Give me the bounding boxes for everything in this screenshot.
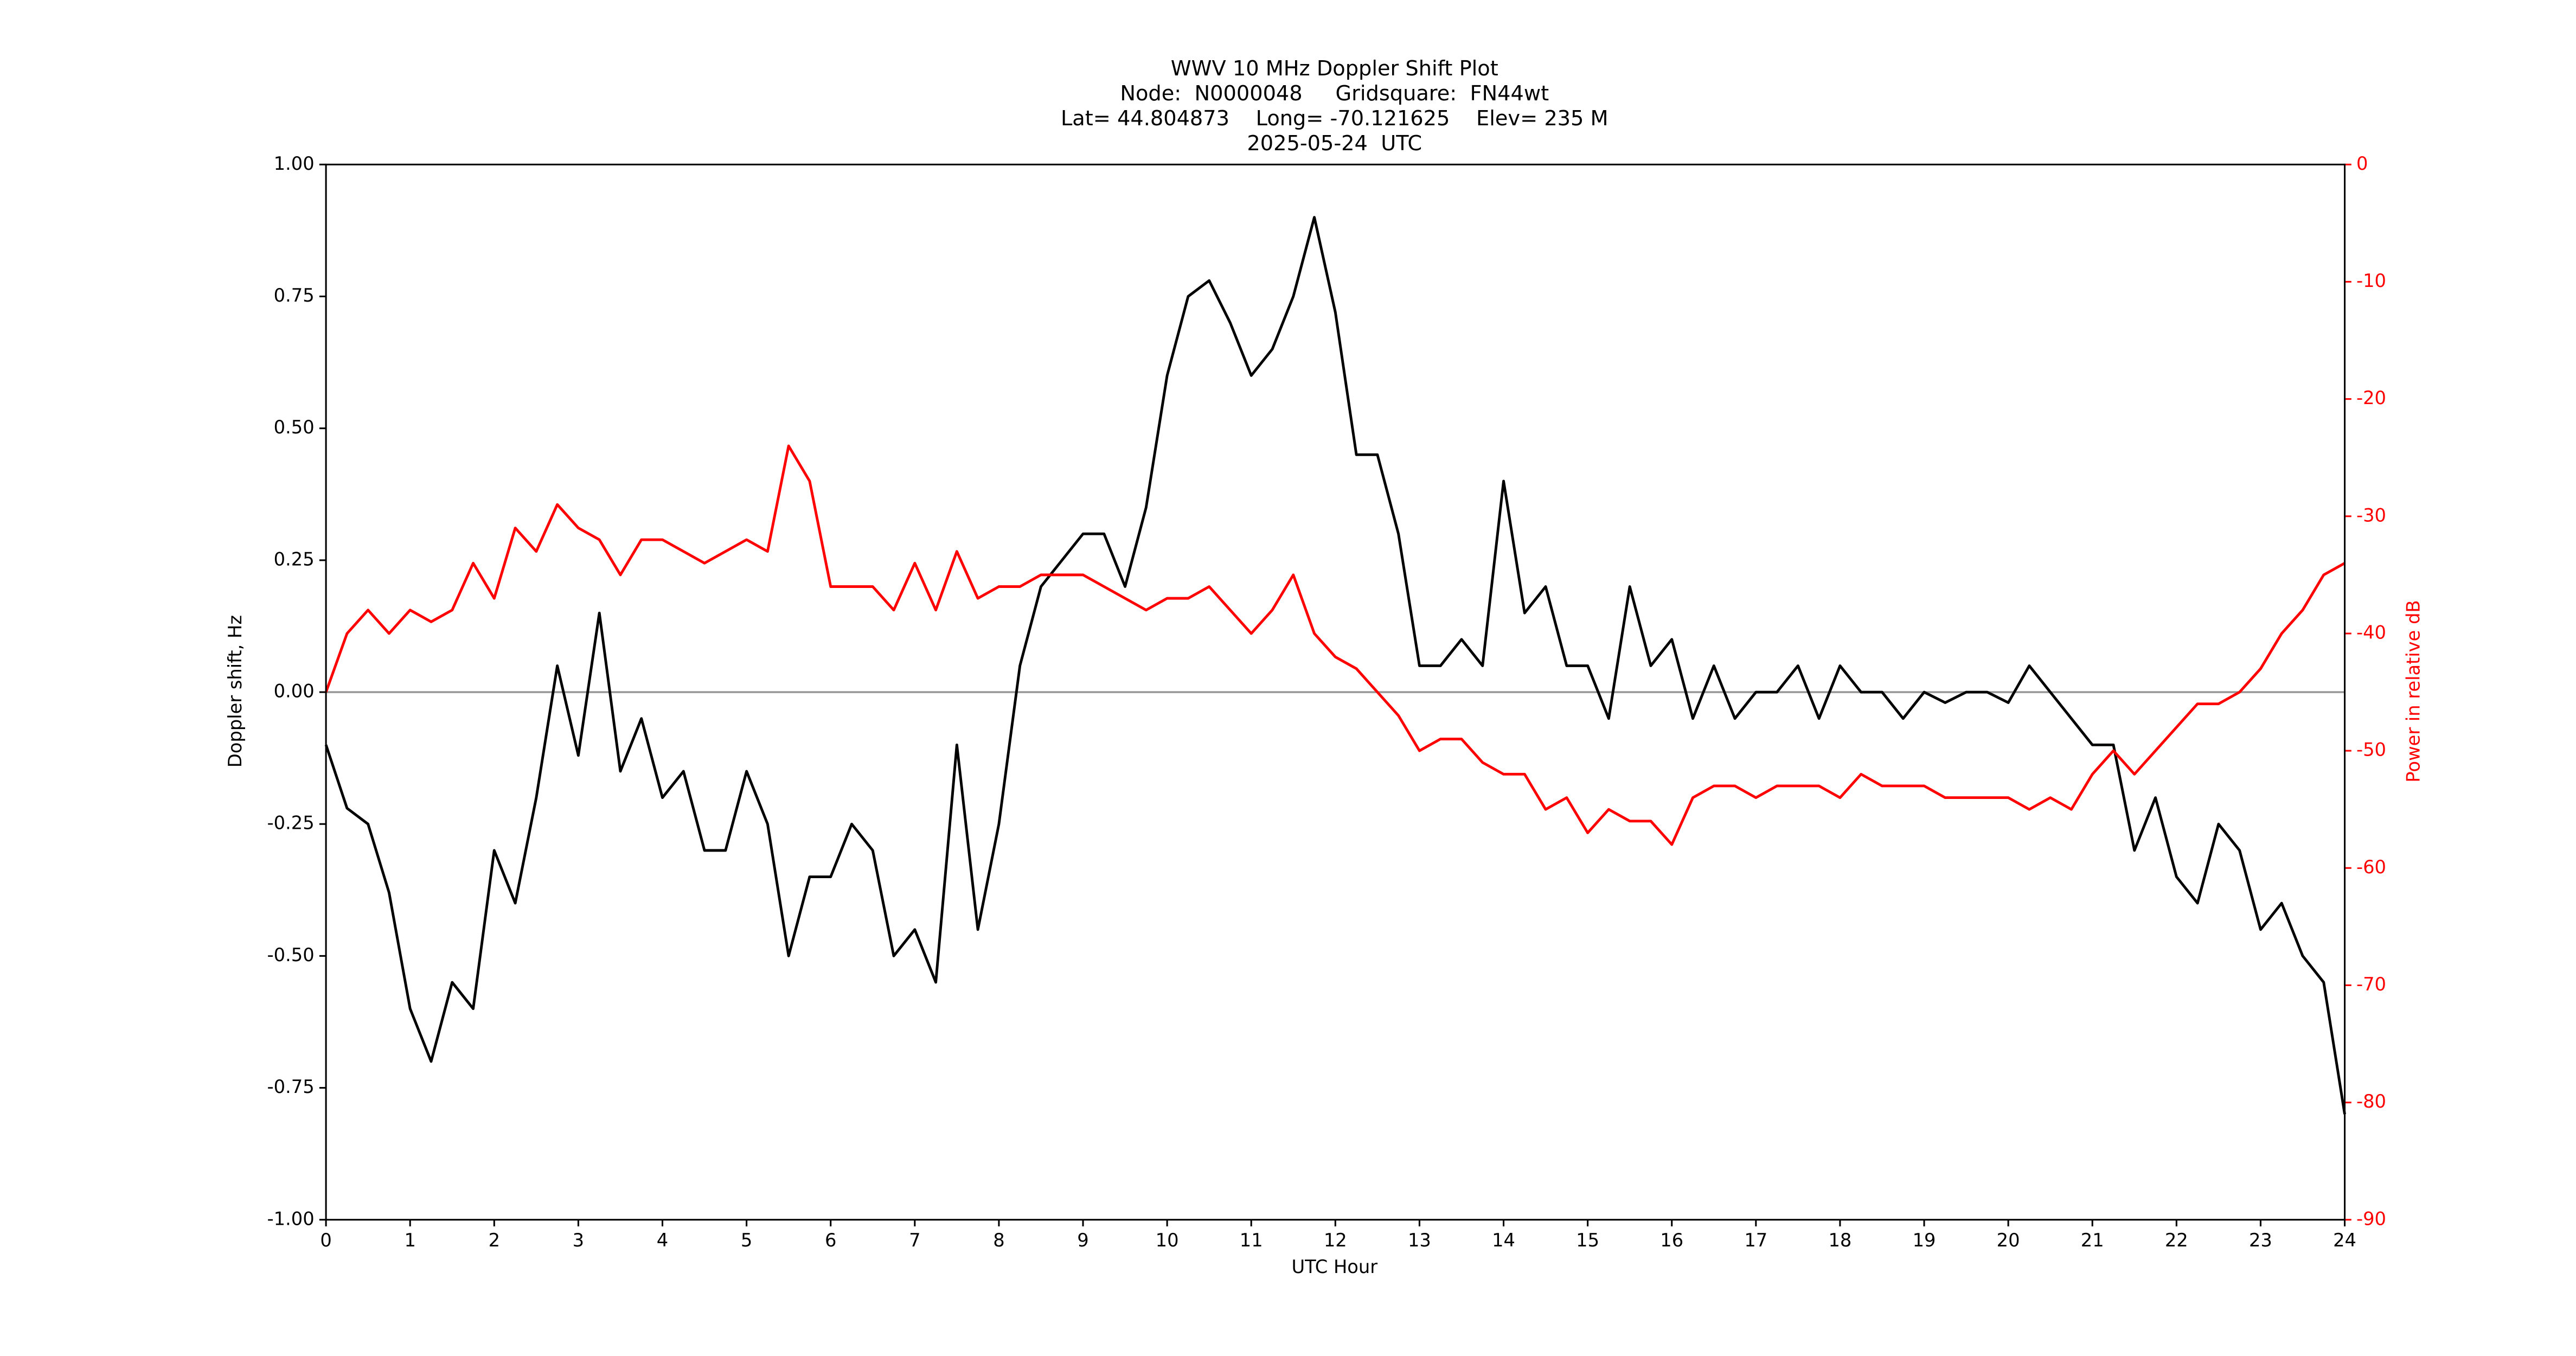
y2-tick-label: -70: [2356, 974, 2386, 995]
y-axis-label: Doppler shift, Hz: [225, 615, 246, 767]
x-tick-label: 8: [993, 1230, 1004, 1251]
x-tick-label: 10: [1156, 1230, 1179, 1251]
x-tick-label: 0: [320, 1230, 331, 1251]
x-tick-label: 1: [404, 1230, 415, 1251]
y2-tick-label: -20: [2356, 387, 2386, 408]
y-tick-label: 0.00: [274, 681, 315, 702]
x-tick-label: 17: [1744, 1230, 1767, 1251]
y2-tick-label: -90: [2356, 1208, 2386, 1229]
y-tick-label: 0.75: [274, 285, 315, 306]
y2-tick-label: -50: [2356, 739, 2386, 760]
y-tick-label: 1.00: [274, 153, 315, 174]
x-tick-label: 13: [1408, 1230, 1431, 1251]
x-tick-label: 6: [825, 1230, 836, 1251]
x-tick-label: 2: [489, 1230, 500, 1251]
y2-tick-label: -80: [2356, 1091, 2386, 1112]
plot-frame: [325, 163, 2346, 1221]
x-tick-label: 12: [1324, 1230, 1347, 1251]
series-line: [324, 444, 2346, 846]
x-tick-label: 9: [1077, 1230, 1088, 1251]
chart-title: 2025-05-24 UTC: [1247, 131, 1422, 156]
y2-tick-label: -30: [2356, 504, 2386, 526]
x-tick-label: 3: [573, 1230, 584, 1251]
x-tick-label: 7: [909, 1230, 920, 1251]
x-tick-label: 15: [1576, 1230, 1599, 1251]
y-tick-label: -0.25: [267, 813, 314, 834]
chart-title: Node: N0000048 Gridsquare: FN44wt: [1120, 81, 1549, 106]
y-tick-label: -0.50: [267, 944, 314, 965]
x-tick-label: 5: [741, 1230, 752, 1251]
y-tick-label: 0.25: [274, 548, 315, 570]
y2-axis-label: Power in relative dB: [2403, 600, 2424, 782]
y2-tick-label: -40: [2356, 622, 2386, 643]
chart-title: WWV 10 MHz Doppler Shift Plot: [1171, 56, 1498, 81]
series-line: [324, 216, 2346, 1115]
y-tick-label: -1.00: [267, 1208, 314, 1229]
x-tick-label: 22: [2165, 1230, 2188, 1251]
y2-tick-label: 0: [2356, 153, 2368, 174]
y2-tick-label: -10: [2356, 270, 2386, 291]
x-tick-label: 24: [2333, 1230, 2356, 1251]
x-tick-label: 14: [1492, 1230, 1515, 1251]
x-tick-label: 11: [1240, 1230, 1263, 1251]
x-axis-label: UTC Hour: [1291, 1256, 1377, 1277]
x-tick-label: 18: [1828, 1230, 1851, 1251]
x-tick-label: 19: [1913, 1230, 1936, 1251]
y2-tick-label: -60: [2356, 856, 2386, 878]
x-tick-label: 16: [1660, 1230, 1683, 1251]
x-tick-label: 23: [2249, 1230, 2272, 1251]
chart-title: Lat= 44.804873 Long= -70.121625 Elev= 23…: [1061, 106, 1609, 131]
x-tick-label: 4: [657, 1230, 668, 1251]
x-tick-label: 21: [2081, 1230, 2104, 1251]
x-tick-label: 20: [1997, 1230, 2020, 1251]
y-tick-label: 0.50: [274, 417, 315, 438]
y-tick-label: -0.75: [267, 1076, 314, 1097]
